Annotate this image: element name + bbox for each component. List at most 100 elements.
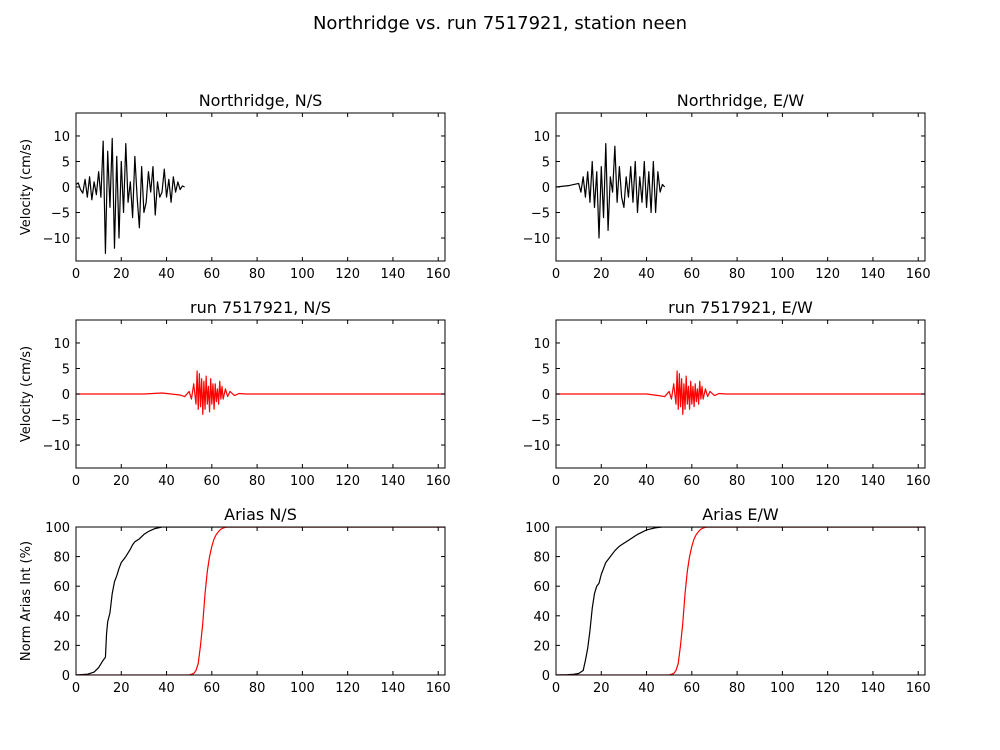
- x-tick-label: 100: [290, 267, 315, 282]
- y-tick-label: 60: [53, 580, 70, 595]
- y-tick-label: 0: [542, 181, 550, 196]
- y-tick-label: 10: [533, 337, 550, 352]
- x-tick-label: 0: [552, 681, 560, 696]
- x-tick-label: 140: [381, 267, 406, 282]
- y-tick-label: 100: [45, 521, 70, 536]
- figure-title: Northridge vs. run 7517921, station neen: [313, 13, 687, 34]
- x-tick-label: 80: [249, 474, 266, 489]
- x-tick-label: 120: [335, 474, 360, 489]
- x-tick-label: 60: [684, 474, 701, 489]
- x-tick-label: 80: [729, 267, 746, 282]
- x-tick-label: 20: [593, 681, 610, 696]
- x-tick-label: 160: [906, 474, 931, 489]
- x-tick-label: 60: [204, 681, 221, 696]
- y-tick-label: 0: [62, 388, 70, 403]
- x-tick-label: 100: [290, 681, 315, 696]
- subplot-6: 0 20 40 60 80 100 120 140 160 0 20 40 60 80 100 Arias E…: [525, 505, 930, 696]
- y-tick-label: 5: [542, 362, 550, 377]
- y-tick-label: −10: [43, 439, 70, 454]
- y-tick-label: 80: [533, 551, 550, 566]
- x-tick-label: 40: [158, 474, 175, 489]
- x-tick-label: 40: [158, 681, 175, 696]
- y-tick-label: 0: [62, 669, 70, 684]
- x-tick-label: 120: [335, 681, 360, 696]
- y-tick-label: −5: [531, 414, 550, 429]
- x-tick-label: 140: [381, 681, 406, 696]
- y-axis-label: Velocity (cm/s): [19, 139, 34, 235]
- y-tick-label: −5: [51, 414, 70, 429]
- y-tick-label: −10: [523, 232, 550, 247]
- x-tick-label: 140: [861, 267, 886, 282]
- y-tick-label: −5: [51, 207, 70, 222]
- x-tick-label: 40: [158, 267, 175, 282]
- subplot-5: 0 20 40 60 80 100 120 140 160 0 20 40 60 80 100 Arias N…: [19, 505, 451, 696]
- x-tick-label: 100: [770, 474, 795, 489]
- subplot-title: Northridge, E/W: [677, 91, 805, 110]
- x-tick-label: 120: [815, 267, 840, 282]
- y-tick-label: 40: [533, 610, 550, 625]
- x-tick-label: 140: [861, 681, 886, 696]
- x-tick-label: 60: [204, 267, 221, 282]
- y-tick-label: 10: [53, 337, 70, 352]
- subplot-title: run 7517921, N/S: [190, 298, 331, 317]
- x-tick-label: 40: [638, 681, 655, 696]
- x-tick-label: 20: [593, 474, 610, 489]
- axes-frame: [555, 526, 926, 676]
- subplot-title: run 7517921, E/W: [668, 298, 813, 317]
- y-tick-label: 100: [525, 521, 550, 536]
- y-tick-label: 5: [62, 362, 70, 377]
- axes-frame: [75, 526, 446, 676]
- subplot-3: 0 20 40 60 80 100 120 140 160 −10 −5 0 5 10 run 751792…: [19, 298, 451, 489]
- y-tick-label: 10: [533, 130, 550, 145]
- subplot-title: Northridge, N/S: [199, 91, 323, 110]
- x-tick-label: 20: [593, 267, 610, 282]
- subplot-title: Arias N/S: [224, 505, 297, 524]
- y-tick-label: 60: [533, 580, 550, 595]
- x-tick-label: 80: [729, 681, 746, 696]
- x-tick-label: 140: [861, 474, 886, 489]
- subplot-grid: 0 20 40 60 80 100 120 140 160−10−50510Northridge…: [19, 91, 931, 696]
- x-tick-label: 100: [770, 681, 795, 696]
- x-tick-label: 100: [770, 267, 795, 282]
- x-tick-label: 120: [815, 474, 840, 489]
- y-tick-label: 80: [53, 551, 70, 566]
- y-tick-label: 5: [542, 155, 550, 170]
- series-line-1: [76, 137, 185, 254]
- subplot-2: 0 20 40 60 80 100 120 140 160 −10 −5 0 5 10 Northridge…: [523, 91, 931, 282]
- x-tick-label: 20: [113, 474, 130, 489]
- x-tick-label: 60: [684, 267, 701, 282]
- x-tick-label: 20: [113, 681, 130, 696]
- y-tick-label: −10: [523, 439, 550, 454]
- y-tick-label: 0: [542, 669, 550, 684]
- y-axis-label: Velocity (cm/s): [19, 346, 34, 442]
- series-line-1: [556, 527, 925, 675]
- x-tick-label: 100: [290, 474, 315, 489]
- y-tick-label: 20: [53, 639, 70, 654]
- x-tick-label: 80: [249, 267, 266, 282]
- x-tick-label: 0: [552, 474, 560, 489]
- x-tick-label: 40: [638, 267, 655, 282]
- x-tick-label: 20: [113, 267, 130, 282]
- x-tick-label: 80: [729, 474, 746, 489]
- series-line-1: [556, 370, 925, 416]
- subplot-1: 0 20 40 60 80 100 120 140 160 −10 −5 0 5 10 Northridge…: [19, 91, 451, 282]
- subplot-title: Arias E/W: [702, 505, 779, 524]
- y-tick-label: 40: [53, 610, 70, 625]
- x-tick-label: 0: [552, 267, 560, 282]
- x-tick-label: 60: [204, 474, 221, 489]
- x-tick-label: 120: [815, 681, 840, 696]
- x-tick-label: 160: [906, 681, 931, 696]
- y-tick-label: −5: [531, 207, 550, 222]
- x-tick-label: 80: [249, 681, 266, 696]
- x-tick-label: 60: [684, 681, 701, 696]
- x-tick-label: 40: [638, 474, 655, 489]
- y-tick-label: 0: [542, 388, 550, 403]
- x-tick-label: 160: [906, 267, 931, 282]
- x-tick-label: 140: [381, 474, 406, 489]
- x-tick-label: 0: [72, 267, 80, 282]
- x-tick-label: 160: [426, 267, 451, 282]
- x-tick-label: 160: [426, 474, 451, 489]
- series-line-1: [76, 527, 445, 675]
